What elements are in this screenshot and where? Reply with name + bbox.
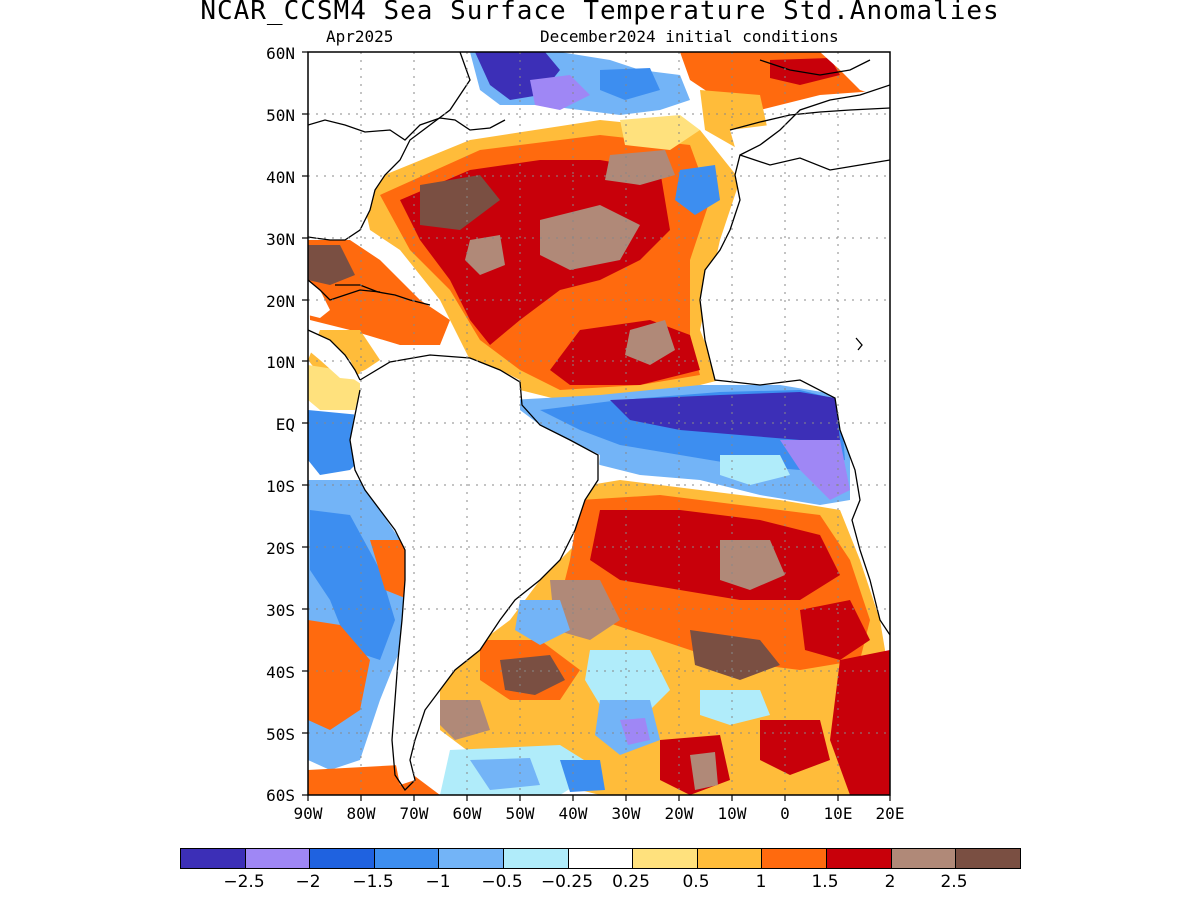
axis-ticks <box>302 51 891 801</box>
lon-label-20w: 20W <box>664 804 694 823</box>
colorbar-swatch <box>309 848 375 869</box>
coastlines <box>308 52 890 792</box>
colorbar-label: 0.25 <box>612 872 650 892</box>
lat-label-40s: 40S <box>266 663 295 682</box>
lon-label-10w: 10W <box>717 804 747 823</box>
colorbar-label: 1 <box>755 872 767 892</box>
lon-label-40w: 40W <box>558 804 588 823</box>
lat-label-40n: 40N <box>266 168 295 187</box>
colorbar-swatch <box>890 848 957 869</box>
lat-label-60n: 60N <box>266 44 295 63</box>
colorbar-label: −2.5 <box>223 872 265 892</box>
lon-label-0: 0 <box>780 804 790 823</box>
colorbar-label: −1 <box>425 872 451 892</box>
lon-label-70w: 70W <box>399 804 429 823</box>
colorbar-swatch <box>438 848 504 869</box>
colorbar-swatch <box>955 848 1021 869</box>
colorbar-label: 0.5 <box>682 872 710 892</box>
lat-label-20n: 20N <box>266 292 295 311</box>
colorbar-label: 1.5 <box>811 872 839 892</box>
lat-label-60s: 60S <box>266 786 295 805</box>
colorbar-label: −0.5 <box>481 872 523 892</box>
lat-label-20s: 20S <box>266 539 295 558</box>
lon-label-80w: 80W <box>346 804 376 823</box>
colorbar-swatch <box>761 848 827 869</box>
colorbar-swatch <box>632 848 698 869</box>
colorbar-swatch <box>244 848 311 869</box>
lon-label-10e: 10E <box>823 804 853 823</box>
lat-label-50n: 50N <box>266 106 295 125</box>
lat-label-eq: EQ <box>275 415 295 434</box>
lon-label-90w: 90W <box>293 804 323 823</box>
colorbar-label: −2 <box>295 872 321 892</box>
valid-month-label: Apr2025 <box>326 27 394 46</box>
init-conditions-label: December2024 initial conditions <box>540 27 839 46</box>
lat-label-10n: 10N <box>266 353 295 372</box>
colorbar-swatch <box>180 848 246 869</box>
colorbar-label: 2 <box>884 872 896 892</box>
anomaly-field <box>308 52 890 795</box>
lon-label-20e: 20E <box>875 804 905 823</box>
lat-label-30n: 30N <box>266 230 295 249</box>
colorbar-swatch <box>696 848 763 869</box>
lat-label-30s: 30S <box>266 601 295 620</box>
lon-label-60w: 60W <box>452 804 482 823</box>
lat-label-10s: 10S <box>266 477 295 496</box>
colorbar-label: −0.25 <box>540 872 594 892</box>
gridlines <box>308 52 890 795</box>
colorbar-swatch <box>567 848 634 869</box>
colorbar-swatch <box>373 848 440 869</box>
colorbar-swatch <box>503 848 569 869</box>
lat-label-50s: 50S <box>266 725 295 744</box>
lon-label-30w: 30W <box>611 804 641 823</box>
map-title: NCAR_CCSM4 Sea Surface Temperature Std.A… <box>200 0 1000 26</box>
colorbar-swatch <box>826 848 892 869</box>
colorbar-label: −1.5 <box>352 872 394 892</box>
colorbar-label: 2.5 <box>940 872 968 892</box>
lon-label-50w: 50W <box>505 804 535 823</box>
